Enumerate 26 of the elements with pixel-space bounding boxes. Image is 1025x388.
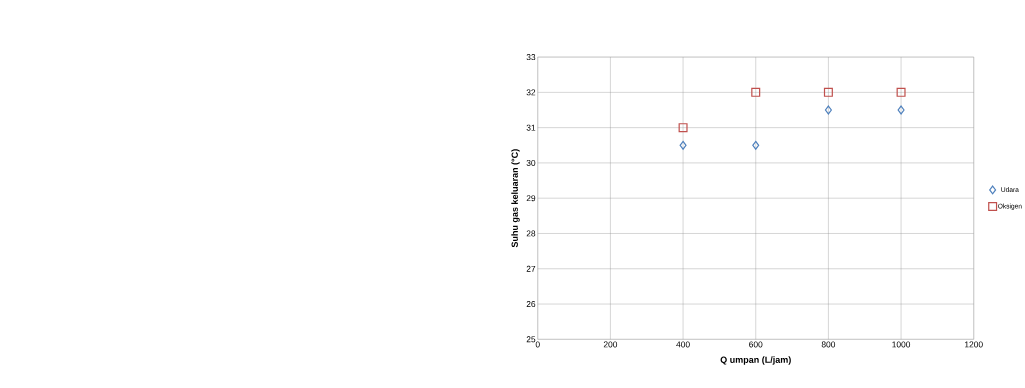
point: [679, 140, 687, 150]
point: [678, 122, 688, 132]
y-tick-label: 28: [526, 230, 536, 237]
y-tick-label: 26: [526, 300, 536, 307]
y-tick-label: 30: [526, 159, 536, 166]
point: [752, 140, 760, 150]
y-tick-label: 29: [526, 195, 536, 202]
x-tick-label: 1200: [965, 341, 983, 348]
x-tick-label: 0: [535, 341, 540, 348]
point: [823, 87, 833, 97]
x-tick-label: 200: [603, 341, 618, 348]
point: [824, 105, 832, 115]
point: [751, 87, 761, 97]
x-tick-label: 400: [676, 341, 690, 348]
y-tick-label: 25: [526, 336, 536, 343]
point: [896, 87, 906, 97]
x-tick-label: 1000: [892, 341, 911, 348]
point: [897, 105, 905, 115]
x-tick-label: 800: [821, 341, 836, 348]
x-axis-title: Q umpan (L/jam): [720, 356, 791, 365]
y-tick-label: 32: [526, 89, 536, 96]
y-tick-label: 27: [526, 265, 536, 272]
y-tick-label: 31: [526, 124, 536, 131]
y-axis-title: Suhu gas keluaran (°C): [511, 149, 520, 248]
y-tick-label: 33: [526, 53, 536, 60]
x-tick-label: 600: [749, 341, 763, 348]
